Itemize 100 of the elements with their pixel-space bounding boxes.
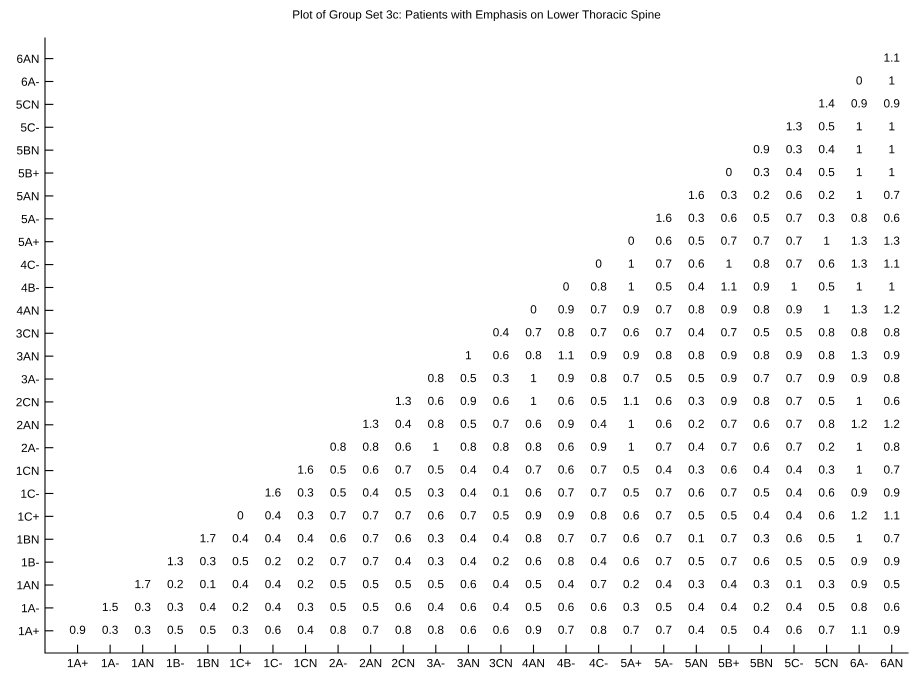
data-label: 0.8 — [428, 420, 444, 428]
data-label: 1.6 — [266, 488, 281, 497]
data-label: 0.7 — [656, 259, 672, 268]
data-label: 0.9 — [786, 305, 802, 314]
data-label: 0.3 — [818, 465, 834, 474]
data-label: 0.3 — [754, 168, 770, 176]
data-label: 1 — [531, 374, 536, 382]
data-label: 0.7 — [656, 556, 672, 566]
data-label: 0.4 — [232, 580, 248, 588]
data-label: 0.3 — [168, 602, 183, 612]
data-label: 0.5 — [330, 465, 346, 474]
data-label: 0.4 — [395, 556, 412, 566]
data-label: 0.6 — [623, 556, 639, 566]
data-label: 1.7 — [200, 534, 216, 542]
y-tick-label: 5A- — [22, 214, 39, 224]
data-label: 0.6 — [428, 396, 444, 406]
data-label: 0.7 — [884, 465, 900, 474]
data-label: 0.5 — [232, 556, 248, 566]
y-tick-label: 1CN — [16, 466, 38, 475]
data-label: 0.3 — [428, 534, 444, 542]
data-label: 0.6 — [884, 214, 900, 222]
data-label: 1 — [856, 466, 862, 474]
data-label: 0.9 — [884, 488, 900, 497]
data-label: 0.7 — [786, 442, 802, 451]
y-tick-label: 4C- — [20, 260, 39, 269]
data-label: 0.6 — [493, 350, 509, 360]
data-label: 0.4 — [590, 420, 606, 428]
data-label: 0.6 — [656, 396, 672, 406]
data-label: 0.6 — [558, 442, 574, 451]
data-label: 1.3 — [396, 396, 411, 406]
data-label: 1.3 — [852, 350, 867, 360]
data-label: 0.8 — [558, 328, 574, 336]
x-tick-label: 3CN — [490, 658, 512, 668]
data-label: 0.6 — [818, 511, 834, 520]
data-label: 0.7 — [526, 465, 542, 474]
data-label: 0.2 — [493, 556, 509, 566]
data-label: 0.6 — [526, 488, 542, 497]
data-label: 1 — [856, 145, 862, 154]
data-label: 0.4 — [590, 556, 606, 566]
x-tick-label: 3AN — [457, 658, 479, 668]
y-tick-label: 5A+ — [18, 238, 39, 246]
x-tick-label: 4C- — [589, 658, 608, 668]
data-label: 0.8 — [688, 350, 704, 360]
data-label: 0.4 — [493, 580, 509, 588]
data-label: 1 — [856, 396, 862, 405]
data-label: 0.5 — [656, 374, 672, 382]
data-label: 0.6 — [428, 511, 444, 520]
data-label: 0.8 — [884, 328, 900, 336]
data-label: 0.9 — [558, 305, 574, 314]
y-tick-label: 1C+ — [18, 512, 39, 521]
data-label: 0.4 — [754, 626, 770, 634]
data-label: 0.5 — [688, 374, 704, 382]
y-tick-label: 2CN — [16, 398, 38, 406]
data-label: 0.4 — [298, 534, 314, 542]
data-label: 0.9 — [754, 282, 770, 291]
data-label: 0.2 — [298, 580, 314, 588]
data-label: 0.6 — [884, 396, 900, 406]
data-label: 0.4 — [493, 465, 509, 474]
data-label: 1.6 — [656, 214, 672, 222]
data-label: 0.5 — [688, 556, 704, 566]
data-label: 0.7 — [330, 511, 346, 520]
data-label: 0.9 — [558, 511, 574, 520]
x-tick-label: 1C- — [264, 658, 282, 668]
data-label: 1.2 — [884, 305, 900, 314]
data-label: 0.6 — [754, 442, 770, 451]
data-label: 1 — [466, 351, 472, 360]
y-tick-label: 1C- — [21, 490, 39, 498]
data-label: 0.4 — [721, 580, 737, 588]
data-label: 0.7 — [362, 534, 378, 542]
data-label: 0.6 — [818, 488, 834, 497]
data-label: 0.7 — [656, 488, 672, 497]
y-tick-label: 1BN — [17, 535, 38, 544]
data-label: 0.7 — [721, 488, 736, 497]
data-label: 1.3 — [852, 305, 867, 314]
data-label: 0.7 — [721, 236, 736, 245]
data-label: 0.7 — [721, 556, 736, 566]
data-label: 0.7 — [884, 534, 900, 542]
data-label: 1 — [889, 168, 894, 176]
data-label: 0.2 — [688, 420, 704, 428]
data-label: 1 — [433, 442, 438, 451]
data-label: 0.6 — [786, 190, 802, 200]
data-label: 0.2 — [818, 442, 834, 451]
data-label: 0.6 — [721, 214, 737, 222]
data-label: 0 — [530, 305, 536, 314]
data-label: 1 — [889, 145, 894, 154]
data-label: 0.4 — [428, 602, 444, 612]
data-label: 0.1 — [786, 580, 802, 588]
data-label: 0.4 — [460, 465, 476, 474]
data-label: 0.4 — [754, 465, 770, 474]
data-label: 1.1 — [558, 351, 574, 360]
data-label: 0.3 — [688, 214, 704, 222]
x-tick-label: 1A+ — [68, 658, 88, 668]
data-label: 0.3 — [428, 556, 444, 566]
data-label: 0.4 — [460, 556, 476, 566]
x-tick-label: 1CN — [294, 658, 316, 668]
data-label: 1 — [856, 190, 862, 199]
data-label: 0.6 — [493, 626, 509, 634]
data-label: 0.7 — [623, 626, 639, 634]
data-label: 0.8 — [754, 396, 770, 406]
y-tick-label: 4B- — [21, 284, 39, 292]
